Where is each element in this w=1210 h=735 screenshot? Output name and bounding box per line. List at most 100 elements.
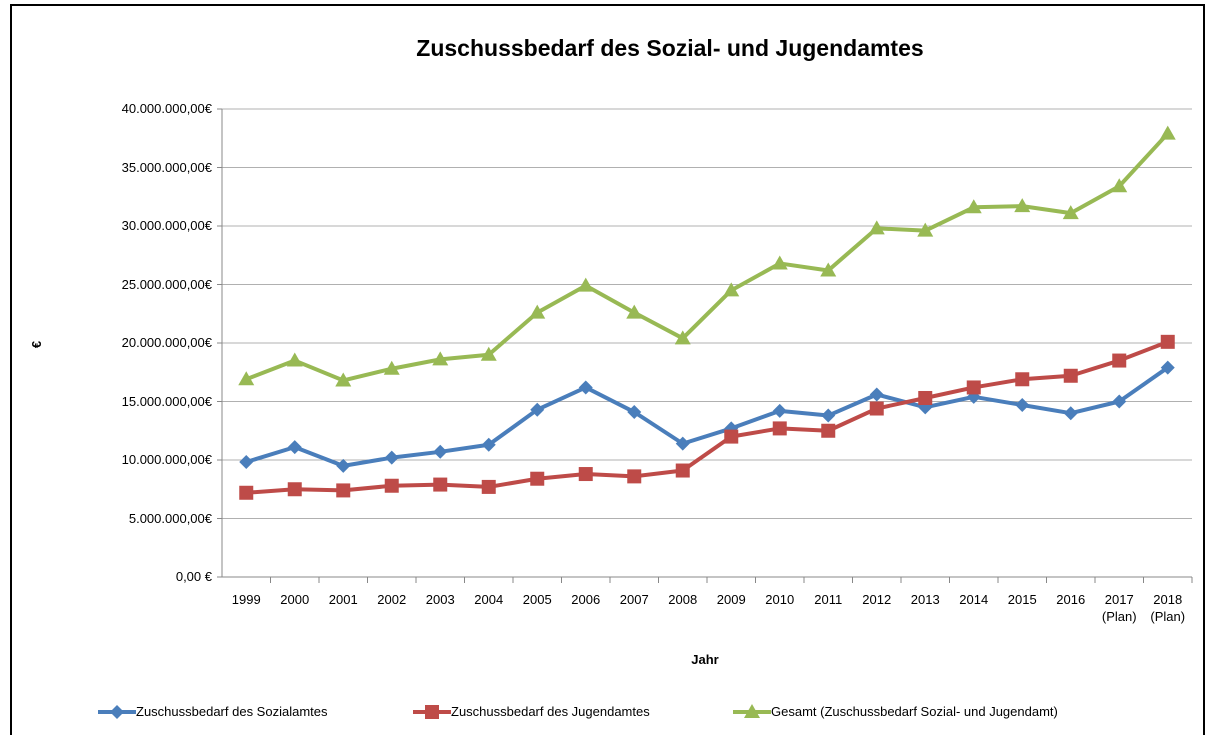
- x-tick-label: 1999: [231, 592, 261, 607]
- marker: [1111, 178, 1128, 193]
- marker: [480, 346, 497, 361]
- marker: [918, 390, 933, 405]
- y-tick-label: 0,00 €: [175, 569, 212, 584]
- marker: [917, 222, 934, 237]
- marker: [772, 403, 787, 418]
- y-axis-label: €: [29, 340, 45, 349]
- marker: [1159, 125, 1176, 140]
- marker: [335, 372, 352, 387]
- marker: [1015, 372, 1030, 387]
- marker: [771, 255, 788, 270]
- y-tick-label: 20.000.000,00€: [121, 335, 212, 350]
- x-tick-label: 2013: [910, 592, 940, 607]
- marker: [1014, 198, 1031, 213]
- marker: [432, 351, 449, 366]
- x-tick-label: 2000: [280, 592, 310, 607]
- marker: [1160, 334, 1175, 349]
- marker: [868, 220, 885, 235]
- legend-label: Gesamt (Zuschussbedarf Sozial- und Jugen…: [771, 704, 1058, 719]
- x-tick-label: 2009: [716, 592, 746, 607]
- x-tick-label: 2017 (Plan): [1101, 592, 1137, 624]
- x-tick-label: 2001: [328, 592, 358, 607]
- x-axis-label: Jahr: [691, 652, 719, 667]
- marker: [577, 277, 594, 292]
- marker: [384, 478, 399, 493]
- marker: [1063, 406, 1078, 421]
- y-tick-label: 10.000.000,00€: [121, 452, 212, 467]
- series-line: [245, 365, 1169, 468]
- marker: [578, 380, 593, 395]
- x-tick-label: 2002: [377, 592, 407, 607]
- marker: [626, 304, 643, 319]
- marker: [1160, 360, 1175, 375]
- legend-marker: [110, 705, 124, 719]
- marker: [674, 330, 691, 345]
- marker: [1062, 205, 1079, 220]
- series-line: [246, 339, 1169, 495]
- x-tick-label: 2008: [668, 592, 698, 607]
- marker: [821, 408, 836, 423]
- x-tick-label: 2012: [862, 592, 892, 607]
- legend-marker: [425, 705, 439, 719]
- legend-label: Zuschussbedarf des Jugendamtes: [451, 704, 650, 719]
- marker: [481, 437, 496, 452]
- y-tick-label: 25.000.000,00€: [121, 276, 212, 292]
- marker: [1112, 353, 1127, 368]
- x-tick-label: 2011: [814, 592, 843, 607]
- x-tick-label: 2014: [959, 592, 989, 607]
- marker: [287, 482, 302, 497]
- y-tick-label: 30.000.000,00€: [121, 218, 212, 233]
- x-tick-label: 2016: [1056, 592, 1086, 607]
- marker: [675, 463, 690, 478]
- x-tick-label: 2003: [425, 592, 455, 607]
- marker: [336, 458, 351, 473]
- marker: [724, 429, 739, 444]
- marker: [1015, 398, 1030, 413]
- marker: [1063, 368, 1078, 383]
- marker: [627, 405, 642, 420]
- marker: [966, 380, 981, 395]
- marker: [286, 352, 303, 367]
- marker: [287, 440, 302, 455]
- marker: [530, 471, 545, 486]
- marker: [383, 360, 400, 375]
- marker: [239, 485, 254, 500]
- frame: [10, 4, 1205, 735]
- y-tick-label: 5.000.000,00€: [128, 510, 212, 526]
- marker: [627, 469, 642, 484]
- x-tick-label: 2004: [474, 592, 504, 607]
- x-tick-label: 2005: [522, 592, 552, 607]
- marker: [821, 423, 836, 438]
- marker: [238, 371, 255, 386]
- marker: [675, 436, 690, 451]
- y-tick-label: 40.000.000,00€: [121, 101, 212, 116]
- legend-label: Zuschussbedarf des Sozialamtes: [136, 704, 328, 719]
- x-tick-label: 2006: [571, 592, 601, 607]
- marker: [239, 454, 254, 469]
- marker: [869, 387, 884, 402]
- marker: [578, 467, 593, 482]
- marker: [433, 477, 448, 492]
- marker: [772, 421, 787, 436]
- x-tick-label: 2010: [765, 592, 795, 607]
- x-tick-label: 2007: [619, 592, 649, 607]
- y-tick-label: 15.000.000,00€: [121, 393, 212, 409]
- marker: [965, 199, 982, 214]
- legend-marker: [744, 704, 760, 718]
- marker: [529, 304, 546, 319]
- marker: [336, 483, 351, 498]
- marker: [481, 479, 496, 494]
- marker: [530, 402, 545, 417]
- marker: [820, 262, 837, 277]
- y-tick-label: 35.000.000,00€: [121, 159, 212, 175]
- marker: [384, 450, 399, 465]
- marker: [869, 401, 884, 416]
- marker: [433, 444, 448, 459]
- chart-title: Zuschussbedarf des Sozial- und Jugendamt…: [416, 35, 924, 61]
- marker: [723, 282, 740, 297]
- x-tick-label: 2015: [1007, 592, 1037, 607]
- x-tick-label: 2018 (Plan): [1150, 592, 1186, 624]
- series-line: [245, 132, 1170, 383]
